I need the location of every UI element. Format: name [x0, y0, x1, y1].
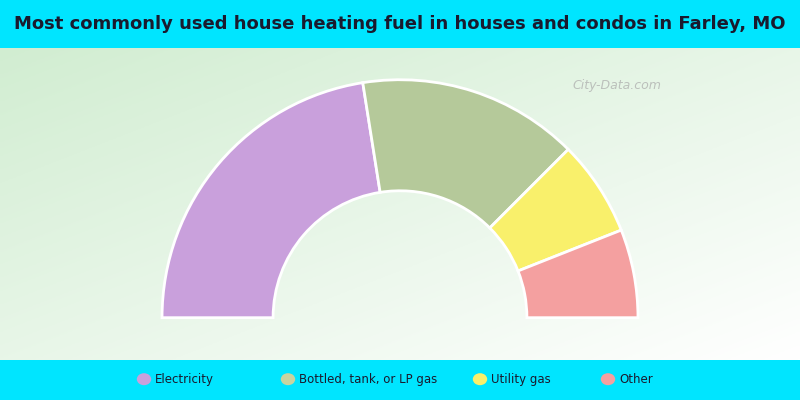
Wedge shape — [518, 230, 638, 318]
Text: Electricity: Electricity — [155, 373, 214, 386]
Text: Other: Other — [619, 373, 653, 386]
Ellipse shape — [281, 373, 295, 385]
Text: Bottled, tank, or LP gas: Bottled, tank, or LP gas — [299, 373, 438, 386]
Wedge shape — [162, 83, 380, 318]
Ellipse shape — [473, 373, 487, 385]
Wedge shape — [490, 150, 622, 271]
Text: Utility gas: Utility gas — [491, 373, 551, 386]
Ellipse shape — [137, 373, 151, 385]
Ellipse shape — [601, 373, 615, 385]
Text: City-Data.com: City-Data.com — [572, 79, 661, 92]
Text: Most commonly used house heating fuel in houses and condos in Farley, MO: Most commonly used house heating fuel in… — [14, 15, 786, 33]
Wedge shape — [362, 80, 568, 228]
